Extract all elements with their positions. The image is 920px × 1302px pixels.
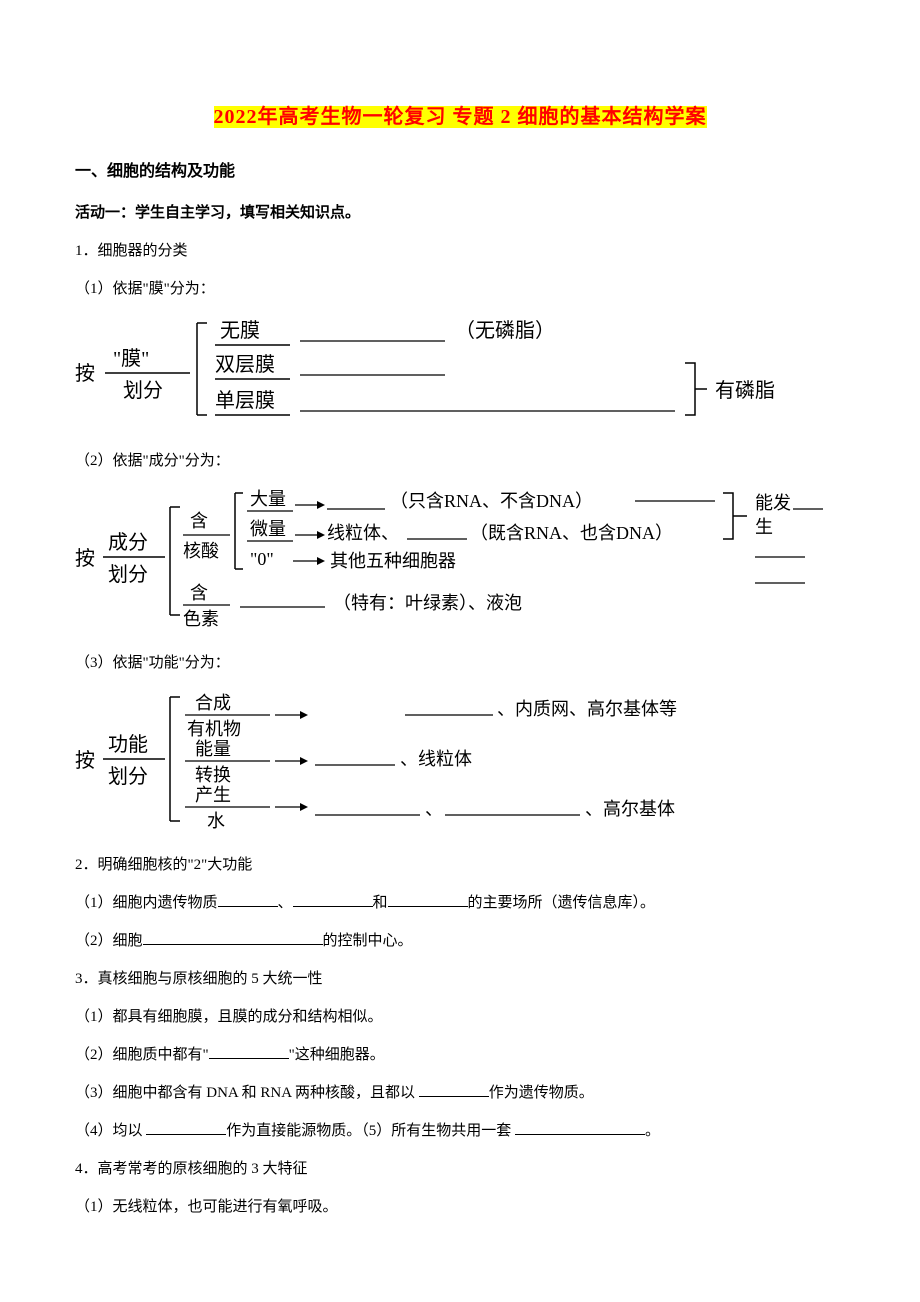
item2-sub2b: 的控制中心。 (323, 933, 413, 949)
d2-row3: "0" (250, 549, 274, 569)
d2-label-top: 成分 (108, 531, 148, 554)
activity-line: 活动一：学生自主学习，填写相关知识点。 (75, 195, 845, 231)
item2-sub2a: （2）细胞 (75, 933, 143, 949)
blank (515, 1119, 645, 1135)
item3-sub3b: 作为遗传物质。 (489, 1085, 594, 1101)
d3-label-bot: 划分 (108, 765, 148, 788)
blank (293, 891, 373, 907)
diagram-component: 按 成分 划分 含 核酸 大量 （只含RNA、不含DNA） (75, 487, 845, 627)
item2-sub2: （2）细胞 的控制中心。 (75, 923, 845, 959)
title-year: 2022 (214, 106, 258, 128)
d3-row1-right: 、内质网、高尔基体等 (497, 699, 677, 719)
item3-sub1: （1）都具有细胞膜，且膜的成分和结构相似。 (75, 999, 845, 1035)
diagram-function: 按 功能 划分 合成 有机物 、内质网、高尔基体等 能量 转换 、线粒体 (75, 689, 845, 829)
d3-row1b: 有机物 (187, 719, 241, 739)
d2-row2-right: （既含RNA、也含DNA） (470, 523, 673, 543)
d2-g2-bot: 色素 (183, 609, 219, 627)
d3-row1a: 合成 (195, 693, 231, 713)
item3-sub4a: （4）均以 (75, 1123, 143, 1139)
blank (146, 1119, 226, 1135)
item1-title: 1．细胞器的分类 (75, 233, 845, 269)
d3-label-top: 功能 (108, 733, 148, 756)
d2-g2-top: 含 (190, 583, 208, 603)
item3-sub2b: "这种细胞器。 (289, 1047, 385, 1063)
blank (218, 891, 278, 907)
diagram-membrane: 按 "膜" 划分 无膜 双层膜 单层膜 （无磷脂） 有磷脂 (75, 315, 845, 425)
section-heading: 一、细胞的结构及功能 (75, 157, 845, 181)
item2-sub1a: （1）细胞内遗传物质 (75, 895, 218, 911)
item2-sub1b: 、 (278, 895, 293, 911)
d2-row4-right: （特有：叶绿素）、液泡 (333, 593, 522, 613)
d1-row3: 单层膜 (215, 389, 275, 412)
d2-far-top: 能发 (755, 493, 791, 513)
d1-left: 按 (75, 362, 95, 385)
d2-row2-mid: 线粒体、 (327, 523, 399, 543)
d3-row2-right: 、线粒体 (400, 749, 472, 769)
item2-sub1: （1）细胞内遗传物质 、 和 的主要场所（遗传信息库）。 (75, 885, 845, 921)
title-rest: 年高考生物一轮复习 专题 2 细胞的基本结构学案 (258, 106, 707, 128)
item3-sub3a: （3）细胞中都含有 DNA 和 RNA 两种核酸，且都以 (75, 1085, 415, 1101)
d3-row3-right: 、高尔基体 (585, 799, 675, 819)
d2-row2: 微量 (250, 519, 286, 539)
d3-row3a: 产生 (195, 785, 231, 805)
page-title: 2022年高考生物一轮复习 专题 2 细胞的基本结构学案 (75, 100, 845, 129)
d3-row2a: 能量 (195, 739, 231, 759)
item3-title: 3．真核细胞与原核细胞的 5 大统一性 (75, 961, 845, 997)
item3-sub4b: 作为直接能源物质。（5）所有生物共用一套 (226, 1123, 511, 1139)
item1-sub3: （3）依据"功能"分为： (75, 645, 845, 681)
d2-row1: 大量 (250, 489, 286, 509)
item4-title: 4．高考常考的原核细胞的 3 大特征 (75, 1151, 845, 1187)
item1-sub1: （1）依据"膜"分为： (75, 271, 845, 307)
d2-label-bot: 划分 (108, 563, 148, 586)
blank (143, 929, 323, 945)
item2-sub1d: 的主要场所（遗传信息库）。 (468, 895, 656, 911)
d2-row3-right: 其他五种细胞器 (330, 551, 456, 571)
item2-sub1c: 和 (373, 895, 388, 911)
item4-sub1: （1）无线粒体，也可能进行有氧呼吸。 (75, 1189, 845, 1225)
item1-sub2: （2）依据"成分"分为： (75, 443, 845, 479)
d2-g1-top: 含 (190, 511, 208, 531)
d3-row3-mid: 、 (425, 799, 443, 819)
item2-title: 2．明确细胞核的"2"大功能 (75, 847, 845, 883)
d2-left: 按 (75, 547, 95, 570)
item3-sub2a: （2）细胞质中都有" (75, 1047, 209, 1063)
d1-row2: 双层膜 (215, 353, 275, 376)
d3-row2b: 转换 (195, 765, 231, 785)
item3-sub4c: 。 (645, 1123, 660, 1139)
d1-label-top: "膜" (113, 347, 149, 370)
d2-row1-right: （只含RNA、不含DNA） (390, 491, 593, 511)
item3-sub3: （3）细胞中都含有 DNA 和 RNA 两种核酸，且都以 作为遗传物质。 (75, 1075, 845, 1111)
blank (419, 1081, 489, 1097)
d3-left: 按 (75, 749, 95, 772)
item3-sub4: （4）均以 作为直接能源物质。（5）所有生物共用一套 。 (75, 1113, 845, 1149)
item3-sub2: （2）细胞质中都有" "这种细胞器。 (75, 1037, 845, 1073)
document-page: 2022年高考生物一轮复习 专题 2 细胞的基本结构学案 一、细胞的结构及功能 … (0, 0, 920, 1302)
blank (388, 891, 468, 907)
d1-row1: 无膜 (220, 319, 260, 342)
d3-row3b: 水 (207, 811, 225, 829)
d2-far-bot: 生 (755, 517, 773, 537)
blank (209, 1043, 289, 1059)
d1-right1: （无磷脂） (455, 319, 555, 342)
d2-g1-bot: 核酸 (183, 541, 219, 561)
d1-right2: 有磷脂 (715, 379, 775, 402)
d1-label-bot: 划分 (123, 379, 163, 402)
